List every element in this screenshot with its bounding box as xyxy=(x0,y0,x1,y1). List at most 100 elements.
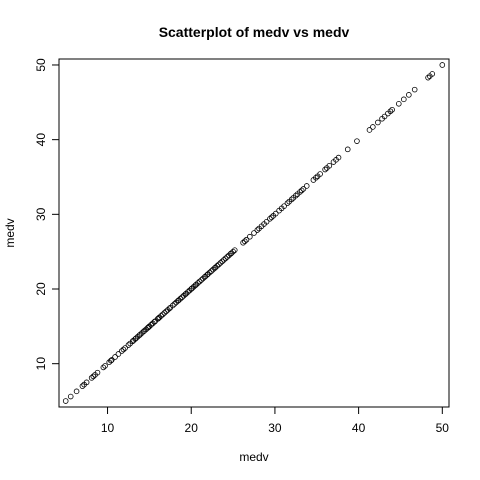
data-point xyxy=(102,363,108,369)
data-point xyxy=(146,323,153,330)
data-point xyxy=(112,354,118,360)
y-tick-label: 50 xyxy=(34,58,48,72)
data-points xyxy=(62,62,446,404)
data-point xyxy=(151,319,158,325)
data-point xyxy=(62,398,69,404)
data-point xyxy=(163,308,169,315)
data-point xyxy=(224,254,231,260)
data-point xyxy=(406,92,412,98)
data-point xyxy=(389,106,395,113)
data-point xyxy=(141,328,148,334)
x-tick-label: 20 xyxy=(185,421,199,435)
data-point xyxy=(231,247,238,253)
data-point xyxy=(158,313,164,319)
data-point xyxy=(281,203,287,209)
data-point xyxy=(272,210,279,217)
data-point xyxy=(395,101,402,107)
data-point xyxy=(205,271,211,277)
data-point xyxy=(300,186,307,192)
data-point xyxy=(115,351,122,357)
data-point xyxy=(293,192,299,199)
data-point xyxy=(193,281,200,288)
data-point xyxy=(195,280,201,286)
data-point xyxy=(137,331,143,338)
data-point xyxy=(241,238,248,245)
x-axis-label: medv xyxy=(239,450,268,464)
data-point xyxy=(83,379,90,386)
data-point xyxy=(118,348,125,354)
data-point xyxy=(322,166,328,173)
data-point xyxy=(73,388,80,395)
data-point xyxy=(156,314,163,321)
x-tick-label: 10 xyxy=(101,421,115,435)
data-point xyxy=(144,325,151,331)
data-point xyxy=(177,295,184,302)
data-point xyxy=(425,74,431,81)
data-point xyxy=(401,96,407,103)
data-point xyxy=(268,214,275,221)
data-point xyxy=(88,375,95,381)
data-point xyxy=(254,227,261,233)
y-tick-label: 40 xyxy=(34,133,48,147)
data-point xyxy=(122,345,128,351)
data-point xyxy=(90,373,97,380)
data-point xyxy=(214,263,220,269)
data-point xyxy=(179,294,185,301)
x-tick-label: 30 xyxy=(268,421,282,435)
data-point xyxy=(217,260,224,266)
data-point xyxy=(228,250,235,256)
data-point xyxy=(411,86,418,93)
data-point xyxy=(344,146,351,153)
data-point xyxy=(313,174,319,181)
data-point xyxy=(381,113,388,120)
data-point xyxy=(298,187,305,194)
data-point xyxy=(230,248,236,255)
data-point xyxy=(67,393,74,400)
y-axis: 10 20 30 40 50 xyxy=(34,58,60,370)
data-point xyxy=(120,346,127,353)
data-point xyxy=(108,357,115,363)
data-point xyxy=(429,71,436,77)
data-point xyxy=(159,311,166,318)
data-point xyxy=(370,124,376,130)
data-point xyxy=(171,301,178,307)
data-point xyxy=(297,189,303,195)
data-point xyxy=(208,268,215,274)
data-point xyxy=(288,196,295,203)
x-tick-label: 40 xyxy=(352,421,366,435)
data-point xyxy=(354,138,360,144)
data-point xyxy=(125,342,132,348)
data-point xyxy=(183,290,190,297)
data-point xyxy=(221,257,227,263)
data-point xyxy=(219,258,225,265)
data-point xyxy=(170,302,176,309)
data-point xyxy=(243,236,250,243)
data-point xyxy=(175,297,182,304)
data-point xyxy=(100,364,107,371)
data-point xyxy=(317,171,323,177)
data-point xyxy=(284,200,291,206)
data-point xyxy=(108,357,114,364)
data-point xyxy=(161,310,168,316)
chart-title: Scatterplot of medv vs medv xyxy=(159,24,350,40)
data-point xyxy=(196,278,203,285)
data-point xyxy=(267,216,273,222)
data-point xyxy=(263,218,270,225)
data-point xyxy=(247,233,253,240)
data-point xyxy=(148,322,154,328)
data-point xyxy=(240,239,246,246)
data-point xyxy=(375,119,381,126)
data-point xyxy=(326,162,333,169)
data-point xyxy=(94,369,101,376)
data-point xyxy=(206,269,213,276)
y-tick-label: 30 xyxy=(34,207,48,221)
data-point xyxy=(79,383,86,389)
data-point xyxy=(439,62,446,68)
data-point xyxy=(154,316,161,322)
data-point xyxy=(387,108,394,115)
data-point xyxy=(198,277,205,283)
data-point xyxy=(189,285,195,292)
data-point xyxy=(335,154,342,161)
data-point xyxy=(166,305,173,312)
